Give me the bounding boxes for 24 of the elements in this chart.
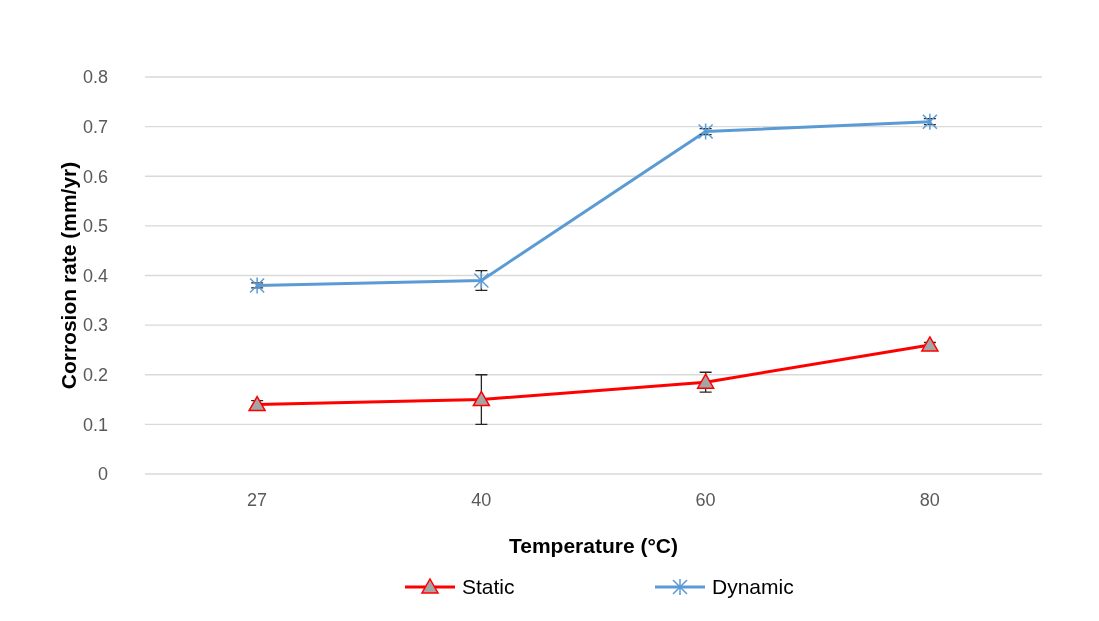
point — [472, 390, 491, 407]
y-tick-label: 0.7 — [82, 116, 108, 137]
y-tick-label: 0.2 — [82, 365, 108, 386]
point — [922, 112, 938, 131]
x-tick-label: 27 — [247, 490, 268, 510]
point — [697, 122, 714, 141]
y-axis-title: Corrosion rate (mm/yr) — [57, 161, 80, 390]
y-tick-label: 0.4 — [82, 265, 108, 286]
point — [248, 395, 266, 412]
legend-label: Static — [462, 575, 515, 599]
point — [249, 276, 265, 295]
legend-label: Dynamic — [712, 575, 794, 599]
point — [696, 373, 715, 389]
x-tick-label: 60 — [695, 490, 716, 510]
y-tick-label: 0.1 — [82, 414, 108, 435]
x-tick-label: 80 — [919, 490, 940, 510]
x-axis-title: Temperature (°C) — [508, 534, 679, 557]
y-tick-label: 0.3 — [82, 315, 108, 336]
y-tick-label: 0 — [97, 464, 108, 485]
y-tick-label: 0.8 — [82, 67, 108, 88]
x-tick-label: 40 — [471, 490, 492, 510]
y-tick-label: 0.5 — [82, 216, 108, 237]
point — [921, 336, 939, 352]
y-tick-label: 0.6 — [82, 166, 108, 187]
